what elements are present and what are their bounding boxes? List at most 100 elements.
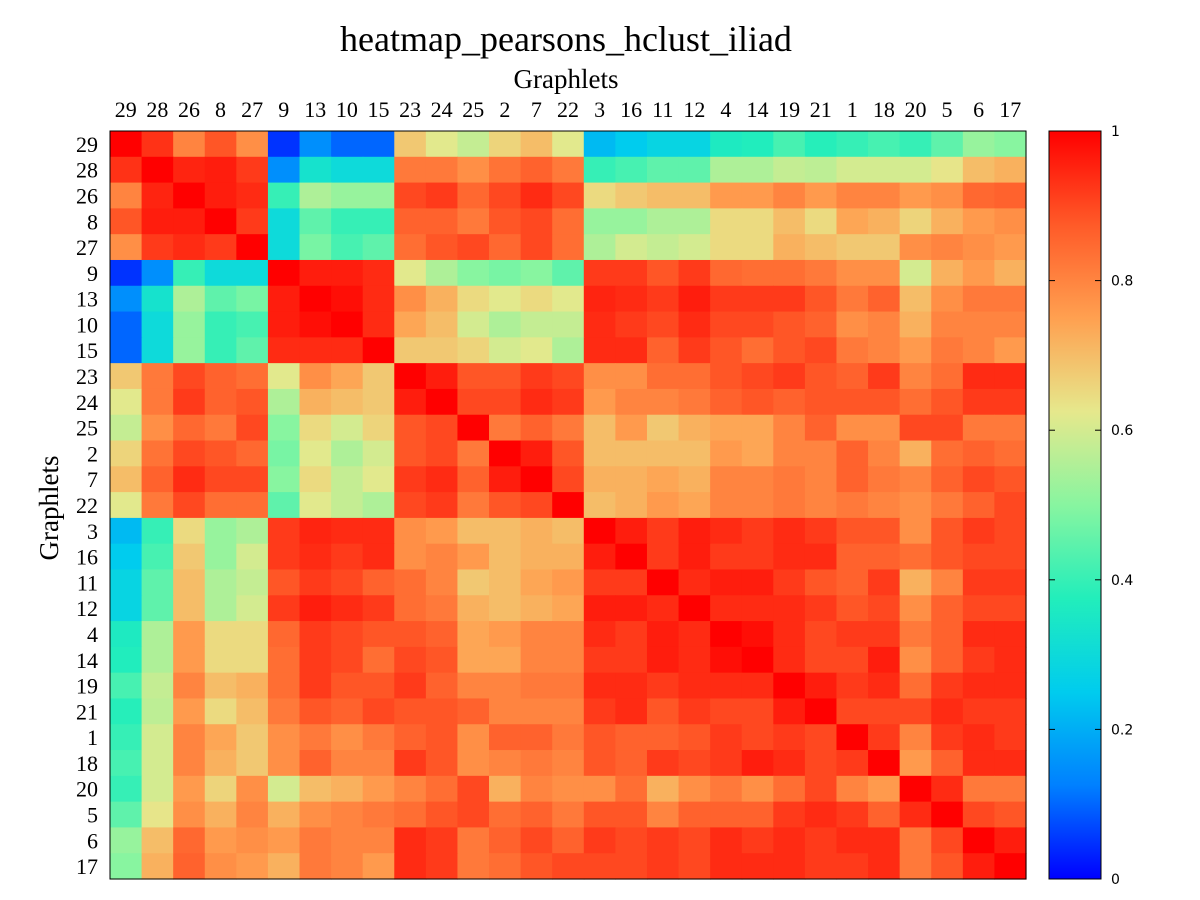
heatmap-cell bbox=[425, 775, 459, 803]
heatmap-cell bbox=[899, 621, 932, 648]
heatmap-cell bbox=[931, 131, 964, 158]
heatmap-cell bbox=[773, 337, 806, 364]
heatmap-cell bbox=[646, 182, 680, 209]
heatmap-cell bbox=[583, 801, 616, 829]
heatmap-cell bbox=[741, 337, 774, 364]
heatmap-cell bbox=[299, 672, 332, 700]
heatmap-cell bbox=[299, 543, 332, 571]
heatmap-cell bbox=[931, 595, 964, 622]
heatmap-cell bbox=[710, 775, 743, 803]
heatmap-cell bbox=[489, 285, 522, 313]
heatmap-cell bbox=[204, 827, 237, 854]
heatmap-cell bbox=[773, 543, 806, 571]
heatmap-cell bbox=[204, 311, 237, 338]
heatmap-cell bbox=[489, 621, 522, 648]
heatmap-cell bbox=[331, 853, 364, 880]
heatmap-cell bbox=[425, 208, 459, 235]
heatmap-cell bbox=[110, 311, 143, 338]
heatmap-cell bbox=[520, 337, 553, 364]
heatmap-cell bbox=[362, 414, 395, 442]
heatmap-cell bbox=[994, 311, 1027, 338]
heatmap-cell bbox=[836, 156, 869, 184]
heatmap-cell bbox=[678, 543, 711, 571]
heatmap-cell bbox=[204, 285, 237, 313]
heatmap-cell bbox=[425, 466, 459, 493]
heatmap-cell bbox=[646, 440, 680, 467]
heatmap-cell bbox=[615, 234, 648, 261]
y-tick-label: 29 bbox=[76, 132, 98, 157]
heatmap-cell bbox=[773, 698, 806, 725]
heatmap-cell bbox=[331, 131, 364, 158]
heatmap-cell bbox=[836, 853, 869, 880]
heatmap-cell bbox=[868, 646, 901, 674]
heatmap-cell bbox=[615, 698, 648, 725]
heatmap-cell bbox=[141, 853, 174, 880]
heatmap-cell bbox=[457, 517, 490, 545]
heatmap-cell bbox=[520, 621, 553, 648]
heatmap-cell bbox=[141, 285, 174, 313]
heatmap-cell bbox=[804, 492, 838, 519]
heatmap-cell bbox=[994, 827, 1027, 854]
heatmap-cell bbox=[425, 569, 459, 596]
heatmap-cell bbox=[173, 440, 206, 467]
heatmap-cell bbox=[710, 259, 743, 287]
heatmap-cell bbox=[331, 517, 364, 545]
heatmap-cell bbox=[804, 466, 838, 493]
y-tick-label: 17 bbox=[76, 854, 98, 879]
heatmap-cell bbox=[520, 156, 553, 184]
heatmap-cell bbox=[804, 311, 838, 338]
heatmap-cell bbox=[773, 517, 806, 545]
heatmap-cell bbox=[836, 750, 869, 777]
heatmap-cell bbox=[110, 775, 143, 803]
heatmap-cell bbox=[615, 208, 648, 235]
heatmap-cell bbox=[868, 156, 901, 184]
heatmap-cell bbox=[646, 492, 680, 519]
heatmap-cell bbox=[204, 543, 237, 571]
heatmap-cell bbox=[836, 621, 869, 648]
heatmap-cell bbox=[331, 285, 364, 313]
heatmap-cell bbox=[267, 234, 301, 261]
heatmap-cell bbox=[773, 595, 806, 622]
heatmap-cell bbox=[615, 182, 648, 209]
heatmap-cell bbox=[552, 517, 585, 545]
heatmap-cell bbox=[394, 466, 427, 493]
heatmap-cell bbox=[331, 569, 364, 596]
heatmap-cell bbox=[141, 337, 174, 364]
heatmap-cell bbox=[489, 853, 522, 880]
heatmap-cell bbox=[173, 182, 206, 209]
heatmap-cell bbox=[931, 621, 964, 648]
heatmap-cell bbox=[741, 311, 774, 338]
heatmap-cell bbox=[868, 311, 901, 338]
heatmap-cell bbox=[710, 285, 743, 313]
heatmap-cell bbox=[836, 414, 869, 442]
heatmap-cell bbox=[741, 595, 774, 622]
heatmap-cell bbox=[615, 672, 648, 700]
heatmap-cell bbox=[110, 440, 143, 467]
heatmap-cell bbox=[646, 466, 680, 493]
colorbar-ticks: 0 0.2 0.4 0.6 0.8 1 bbox=[1049, 124, 1133, 888]
x-tick-label: 10 bbox=[336, 97, 358, 122]
heatmap-cell bbox=[520, 517, 553, 545]
heatmap-cell bbox=[141, 775, 174, 803]
heatmap-cell bbox=[773, 208, 806, 235]
heatmap-cell bbox=[931, 724, 964, 751]
heatmap-cell bbox=[773, 492, 806, 519]
heatmap-cell bbox=[646, 388, 680, 416]
heatmap-cell bbox=[489, 440, 522, 467]
heatmap-cell bbox=[236, 156, 269, 184]
heatmap-cell bbox=[931, 156, 964, 184]
heatmap-cell bbox=[552, 388, 585, 416]
heatmap-cell bbox=[899, 543, 932, 571]
heatmap-cell bbox=[267, 337, 301, 364]
heatmap-cell bbox=[583, 543, 616, 571]
heatmap-cell bbox=[110, 750, 143, 777]
heatmap-cell bbox=[836, 517, 869, 545]
heatmap-cell bbox=[331, 801, 364, 829]
heatmap-cell bbox=[204, 853, 237, 880]
heatmap-cell bbox=[646, 208, 680, 235]
y-tick-label: 14 bbox=[76, 648, 98, 673]
heatmap-cell bbox=[962, 750, 996, 777]
heatmap-cell bbox=[236, 208, 269, 235]
heatmap-cell bbox=[204, 466, 237, 493]
heatmap-cell bbox=[836, 801, 869, 829]
